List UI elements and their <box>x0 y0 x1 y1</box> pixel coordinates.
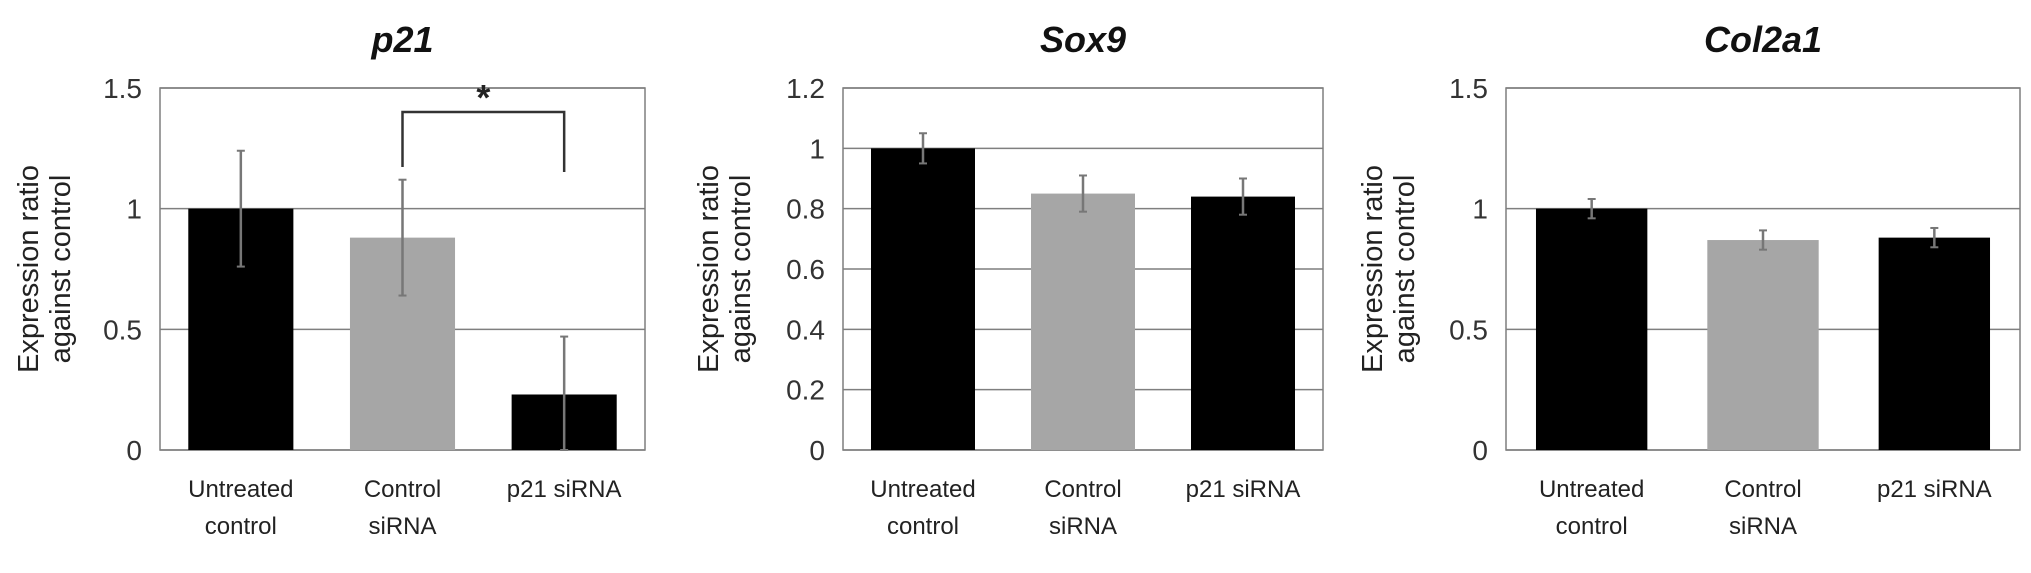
category-label-line: Control <box>364 476 441 503</box>
category-label: Untreated control <box>1539 476 1644 540</box>
y-tick-label: 0.2 <box>786 375 825 406</box>
y-axis-label-line: Expression ratio <box>1360 165 1389 373</box>
y-tick-label: 0.4 <box>786 314 825 345</box>
y-tick-label: 1.5 <box>1449 73 1488 104</box>
y-axis-label: Expression ratioagainst control <box>13 165 77 373</box>
category-label: Control siRNA <box>1044 476 1121 540</box>
y-tick-label: 1 <box>126 194 142 225</box>
category-label: p21 siRNA <box>507 476 622 503</box>
category-label-line: control <box>205 513 277 540</box>
category-label-line: p21 siRNA <box>507 476 622 503</box>
bar <box>1191 196 1295 450</box>
y-tick-label: 1 <box>1472 194 1488 225</box>
y-tick-label: 0 <box>809 435 825 466</box>
y-axis-label-line: Expression ratio <box>693 165 725 373</box>
category-label: p21 siRNA <box>1877 476 1992 503</box>
chart-p21: p21 0 0.5 1 1.5 Expression ratioagainst contr… <box>13 19 646 540</box>
category-label-line: siRNA <box>1049 513 1117 540</box>
chart-title: Col2a1 <box>1704 19 1822 60</box>
category-label-line: p21 siRNA <box>1186 476 1301 503</box>
chart-sox9: Sox9 0 0.2 0.4 0.6 0.8 1 1.2 Expression ratioaga… <box>693 19 1324 540</box>
category-label-line: siRNA <box>1729 513 1797 540</box>
y-tick-label: 0 <box>126 435 142 466</box>
y-tick-label: 1 <box>809 133 825 164</box>
category-label: Control siRNA <box>1724 476 1801 540</box>
chart-col2a1: Col2a1 0 0.5 1 1.5 Expression ratioagainst co… <box>1357 19 2021 540</box>
category-label: Untreated control <box>870 476 975 540</box>
y-axis-label: Expression ratioagainst control <box>693 165 757 373</box>
y-axis-label-line: against control <box>1389 175 1421 364</box>
y-axis-label-line: against control <box>45 175 77 364</box>
bar <box>1535 208 1648 450</box>
y-tick-label: 0.5 <box>103 314 142 345</box>
y-tick-label: 0.5 <box>1449 314 1488 345</box>
chart-panel-sox9: Sox9 0 0.2 0.4 0.6 0.8 1 1.2 Expression ratioaga… <box>680 0 1360 568</box>
category-label-line: control <box>1556 513 1628 540</box>
chart-panel-col2a1: Col2a1 0 0.5 1 1.5 Expression ratioagainst co… <box>1357 0 2031 568</box>
y-tick-label: 0.8 <box>786 194 825 225</box>
y-tick-label: 1.2 <box>786 73 825 104</box>
chart-panel-p21: p21 0 0.5 1 1.5 Expression ratioagainst contr… <box>0 0 680 568</box>
category-label: p21 siRNA <box>1186 476 1301 503</box>
bar <box>1878 237 1991 450</box>
y-tick-label: 1.5 <box>103 73 142 104</box>
chart-title: Sox9 <box>1040 19 1126 60</box>
category-label-line: control <box>887 513 959 540</box>
category-label-line: siRNA <box>368 513 436 540</box>
category-label-line: Control <box>1044 476 1121 503</box>
significance-marker: * <box>476 77 490 118</box>
category-label: Control siRNA <box>364 476 441 540</box>
y-axis-label-line: Expression ratio <box>13 165 45 373</box>
category-label-line: Untreated <box>870 476 975 503</box>
chart-title: p21 <box>370 19 433 60</box>
category-label-line: p21 siRNA <box>1877 476 1992 503</box>
y-axis-label: Expression ratioagainst control <box>1360 165 1421 373</box>
category-label-line: Untreated <box>1539 476 1644 503</box>
bar <box>1707 240 1819 450</box>
y-tick-label: 0.6 <box>786 254 825 285</box>
y-axis-label-line: against control <box>725 175 757 364</box>
category-label: Untreated control <box>188 476 293 540</box>
category-label-line: Untreated <box>188 476 293 503</box>
bar <box>871 148 975 451</box>
y-tick-label: 0 <box>1472 435 1488 466</box>
bar <box>1031 193 1135 451</box>
significance-bracket <box>401 110 566 172</box>
category-label-line: Control <box>1724 476 1801 503</box>
